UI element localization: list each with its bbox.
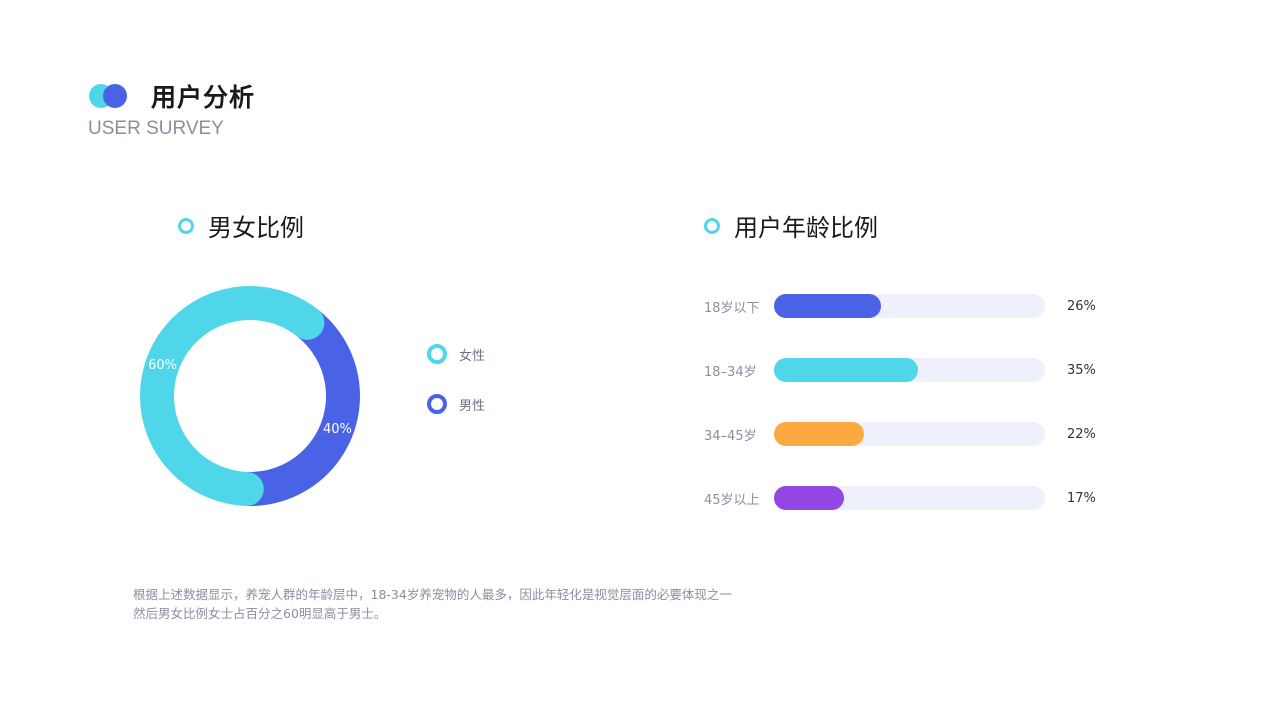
legend-label-female: 女性 — [459, 348, 486, 364]
circle-bullet-icon — [704, 217, 720, 234]
bar-fill — [774, 294, 881, 318]
bar-track — [774, 486, 1045, 510]
donut-slice-female — [140, 286, 360, 506]
bar-value-label: 35% — [1067, 362, 1096, 378]
bar-row: 45岁以上 17% — [704, 486, 1096, 510]
summary-note: 根据上述数据显示，养宠人群的年龄层中，18-34岁养宠物的人最多，因此年轻化是视… — [133, 585, 793, 623]
circle-bullet-icon — [178, 217, 194, 234]
bar-fill — [774, 422, 865, 446]
bar-value-label: 26% — [1067, 298, 1096, 314]
gender-section-title: 男女比例 — [208, 214, 304, 242]
page-title: 用户分析 — [151, 83, 256, 112]
legend-item-male: 男性 — [427, 390, 485, 418]
gender-section-header: 男女比例 — [178, 208, 304, 243]
age-section-header: 用户年龄比例 — [704, 208, 878, 243]
age-section-title: 用户年龄比例 — [734, 214, 878, 242]
bar-row: 34–45岁 22% — [704, 422, 1096, 446]
gender-legend: 女性 男性 — [427, 340, 485, 440]
legend-ring-icon — [427, 394, 447, 414]
bar-value-label: 17% — [1067, 490, 1096, 506]
note-line-1: 根据上述数据显示，养宠人群的年龄层中，18-34岁养宠物的人最多，因此年轻化是视… — [133, 587, 732, 602]
bar-fill — [774, 486, 844, 510]
bar-category-label: 45岁以上 — [704, 492, 760, 508]
bar-category-label: 18–34岁 — [704, 364, 757, 380]
bar-fill — [774, 358, 918, 382]
legend-label-male: 男性 — [459, 398, 486, 414]
bar-track — [774, 294, 1045, 318]
bar-row: 18–34岁 35% — [704, 358, 1096, 382]
age-bar-chart: 18岁以下 26% 18–34岁 35% 34–45岁 22% 45岁以上 17% — [704, 294, 1096, 550]
gender-donut-chart: 40% 60% — [140, 286, 360, 506]
legend-item-female: 女性 — [427, 340, 485, 368]
logo-circle-blue — [103, 84, 127, 108]
bar-category-label: 34–45岁 — [704, 428, 757, 444]
donut-slice-female-cap — [290, 305, 325, 340]
bar-row: 18岁以下 26% — [704, 294, 1096, 318]
bar-track — [774, 422, 1045, 446]
page-subtitle: USER SURVEY — [88, 118, 224, 139]
bar-value-label: 22% — [1067, 426, 1096, 442]
legend-ring-icon — [427, 344, 447, 364]
donut-label-male: 40% — [323, 422, 352, 437]
brand-logo — [89, 84, 129, 108]
note-line-2: 然后男女比例女士占百分之60明显高于男士。 — [133, 606, 387, 621]
bar-track — [774, 358, 1045, 382]
donut-label-female: 60% — [148, 358, 177, 373]
bar-category-label: 18岁以下 — [704, 300, 760, 316]
